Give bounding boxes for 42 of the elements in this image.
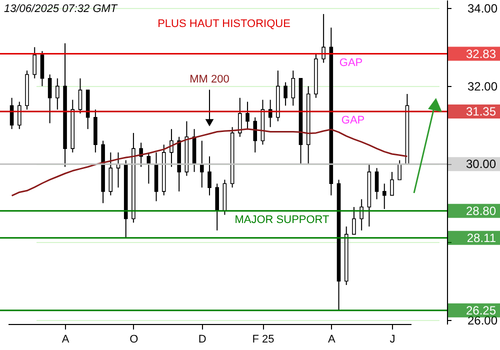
y-tick-label: 34.00 [467, 2, 498, 16]
candlestick [108, 152, 113, 196]
annotation: GAP [341, 114, 365, 127]
candlestick [374, 168, 379, 200]
candlestick [208, 156, 212, 196]
candlestick [284, 82, 288, 106]
candlestick [322, 14, 326, 64]
candlestick [360, 198, 364, 231]
candlestick [32, 46, 37, 79]
x-tick-label: A [62, 334, 70, 346]
candlestick [200, 140, 204, 188]
candlestick [253, 116, 258, 153]
candlestick [215, 183, 220, 231]
candlestick [382, 183, 386, 210]
candlestick [78, 78, 82, 114]
ref-line-label: 28.11 [466, 230, 496, 245]
candlestick [48, 74, 52, 124]
candlestick [238, 97, 242, 138]
ref-line-label: 32.83 [466, 46, 496, 61]
ref-line-label: 30.00 [466, 157, 496, 172]
annotation: MAJOR SUPPORT [234, 214, 330, 226]
x-tick-label: O [130, 334, 139, 346]
x-tick-label: J [390, 334, 396, 346]
candlestick [246, 101, 250, 130]
annotation: 13/06/2025 07:32 GMT [4, 3, 118, 15]
candlestick [170, 128, 174, 168]
ref-line-label: 31.35 [466, 104, 496, 119]
candlestick [291, 70, 296, 106]
candlestick [352, 206, 356, 235]
candlestick [18, 101, 22, 130]
candlestick [398, 160, 402, 180]
annotation: GAP [339, 56, 363, 69]
text: MM 200 [190, 74, 230, 86]
candlestick [40, 50, 44, 87]
candlestick [390, 171, 394, 196]
ref-line-label: 28.80 [466, 204, 496, 218]
y-tick-label: 32.00 [467, 80, 498, 94]
x-tick-label: D [198, 334, 206, 346]
annotation: PLUS HAUT HISTORIQUE [158, 18, 290, 30]
x-tick-label: F 25 [252, 334, 274, 346]
candlestick [56, 78, 60, 110]
x-tick-label: A [328, 334, 336, 346]
